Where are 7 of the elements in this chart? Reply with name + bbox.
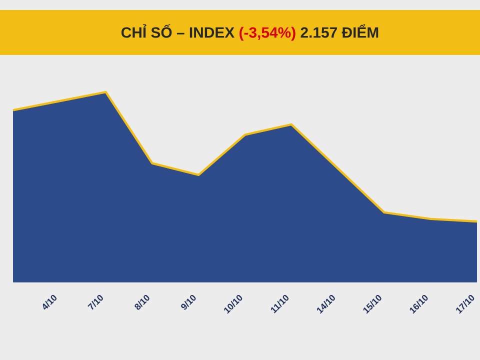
x-tick-label: 9/10: [181, 294, 196, 310]
chart-subtitle: (-3,54%): [240, 26, 296, 41]
x-tick-label: 8/10: [134, 294, 150, 310]
text: 2.157 ĐIỂM: [300, 24, 378, 38]
x-tick-label: 4/10: [42, 294, 57, 310]
chart-title: CHỈ SỐ – INDEX: [121, 24, 234, 38]
x-tick-label: 7/10: [88, 294, 103, 310]
